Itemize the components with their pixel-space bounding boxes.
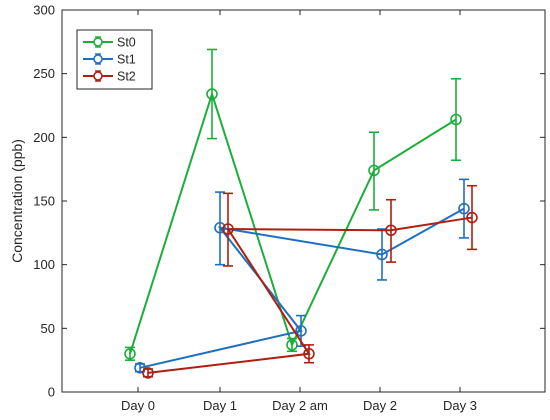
data-point <box>286 339 298 351</box>
data-point <box>222 223 234 235</box>
y-tick-label: 0 <box>48 385 55 400</box>
y-tick-label: 200 <box>33 130 55 145</box>
series-st0 <box>124 48 462 361</box>
x-tick-label: Day 3 <box>443 398 477 413</box>
y-tick-label: 150 <box>33 194 55 209</box>
y-tick-label: 50 <box>41 321 55 336</box>
data-point <box>206 88 218 100</box>
data-point <box>450 113 462 126</box>
legend-label-st0: St0 <box>117 36 136 50</box>
legend-marker-st0 <box>93 37 103 47</box>
legend-marker-st1 <box>93 54 103 64</box>
data-point <box>466 211 478 224</box>
data-point <box>214 221 226 234</box>
data-point <box>376 248 388 261</box>
series-st1 <box>134 178 470 374</box>
legend-marker-st2 <box>93 71 103 81</box>
legend-label-st1: St1 <box>117 53 136 67</box>
data-point <box>134 362 146 374</box>
data-point <box>303 347 315 360</box>
series-st2 <box>142 184 478 379</box>
data-point <box>385 224 397 237</box>
data-point <box>124 347 136 360</box>
data-point <box>142 367 154 379</box>
y-tick-label: 300 <box>33 3 55 18</box>
legend-label-st2: St2 <box>117 70 136 84</box>
y-axis-label: Concentration (ppb) <box>9 139 25 263</box>
x-tick-label: Day 2 am <box>272 398 328 413</box>
y-tick-label: 250 <box>33 66 55 81</box>
x-tick-label: Day 1 <box>203 398 237 413</box>
data-point <box>295 325 307 337</box>
x-tick-label: Day 0 <box>121 398 155 413</box>
data-point <box>368 164 380 177</box>
y-tick-label: 100 <box>33 257 55 272</box>
x-tick-label: Day 2 <box>363 398 397 413</box>
legend: St0 St1 St2 <box>76 29 153 90</box>
series-line <box>129 90 457 355</box>
data-point <box>458 202 470 215</box>
